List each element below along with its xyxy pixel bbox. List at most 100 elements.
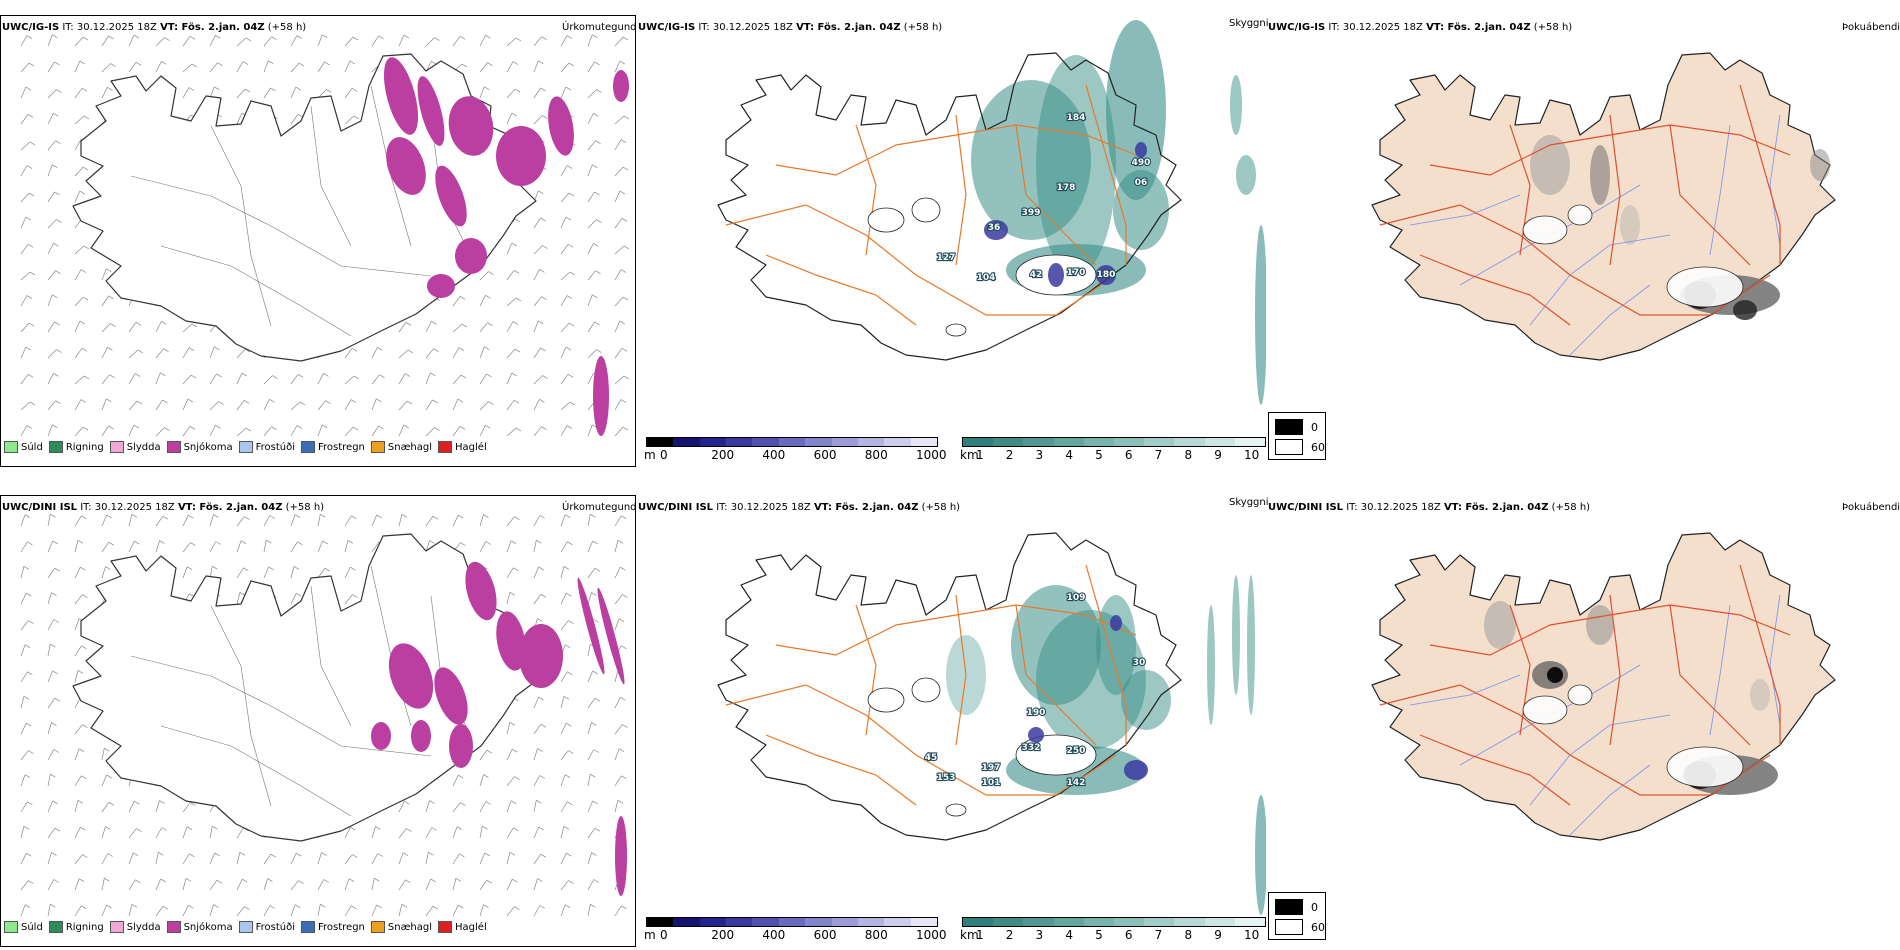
precip-legend: Súld Rigning Slydda Snjókoma Frostúði Frostre… (4, 921, 487, 933)
colorbar-segment (699, 918, 727, 926)
colorbar-segment (778, 438, 806, 446)
legend-swatch (48, 441, 63, 453)
colorbar-frame (962, 437, 1266, 447)
cloud-base-labels: 184 490 06 178 399 36 127 104 42 170 180 (936, 112, 1152, 284)
fog-legend-swatch (1275, 899, 1303, 915)
fog-map (1371, 532, 1836, 841)
low-visibility-areas (971, 20, 1266, 405)
legend-swatch (301, 441, 315, 453)
legend-swatch (438, 441, 453, 453)
fog-legend-label: 0 (1311, 420, 1318, 434)
fog-map (1371, 52, 1836, 361)
fog-panel-row2 (1268, 495, 1900, 945)
valid-time: VT: Fös. 2.jan. 04Z (1426, 22, 1531, 33)
colorbar-tick: 10 (1244, 448, 1260, 462)
road-network (725, 564, 1137, 806)
fog-legend-item: 0 (1275, 899, 1318, 915)
colorbar-tick: 800 (864, 448, 888, 462)
colorbar-segment (1053, 438, 1084, 446)
panel-header: UWC/DINI ISL IT: 30.12.2025 18Z VT: Fös.… (638, 502, 960, 513)
panel-header: UWC/IG-IS IT: 30.12.2025 18Z VT: Fös. 2.… (1268, 22, 1572, 33)
colorbar-segment (726, 918, 753, 926)
fog-legend-swatch (1275, 919, 1303, 935)
cloud-base-labels: 109 30 190 332 197 45 153 101 250 142 (924, 592, 1147, 789)
legend-item: Haglél (438, 441, 487, 453)
legend-swatch (166, 921, 181, 933)
colorbar-segment (1114, 918, 1145, 926)
low-cloud-patches (1028, 615, 1148, 780)
fog-legend: 0 60 (1268, 412, 1326, 460)
cloud-base-value: 490 (1132, 158, 1151, 168)
precip-type-panel-row1 (0, 15, 636, 467)
legend-label: Frostúði (255, 921, 295, 933)
panel-title: Þokuábendi (1842, 502, 1900, 513)
cloud-base-value: 127 (937, 253, 956, 263)
colorbar-tick: 400 (762, 448, 786, 462)
road-network (1379, 84, 1791, 326)
legend-label: Súld (21, 441, 43, 453)
cloud-base-panel-row1: 184 490 06 178 399 36 127 104 42 170 180 (636, 15, 1266, 465)
cloud-base-value: 36 (988, 223, 1001, 233)
precip-type-map (20, 34, 630, 437)
snow-areas (371, 561, 627, 896)
legend-swatch (238, 441, 253, 453)
colorbar-segment (1204, 918, 1235, 926)
legend-item: Frostregn (301, 921, 365, 933)
colorbar-frame (646, 917, 938, 927)
colorbar-tick: 8 (1184, 448, 1193, 462)
legend-item: Rigning (48, 921, 104, 933)
cloud-base-value: 332 (1022, 743, 1041, 753)
colorbar-frame (646, 437, 938, 447)
colorbar-tick: 0 (660, 928, 668, 942)
colorbar-frame (962, 917, 1266, 927)
model-name: UWC/IG-IS (1268, 22, 1326, 33)
colorbar-tick: 200 (711, 928, 735, 942)
valid-time: VT: Fös. 2.jan. 04Z (813, 502, 919, 513)
colorbar-tick: 600 (813, 448, 837, 462)
lead-time: (+58 h) (921, 502, 961, 513)
low-cloud-patches (984, 142, 1147, 287)
legend-label: Slydda (126, 441, 161, 453)
colorbar-segment (1174, 438, 1205, 446)
colorbar-segment (993, 438, 1024, 446)
legend-swatch (109, 921, 124, 933)
colorbar-segment (673, 918, 700, 926)
legend-item: Súld (4, 921, 43, 933)
colorbar-tick: 2 (1005, 448, 1014, 462)
legend-label: Frostregn (318, 921, 365, 933)
cloud-base-value: 42 (1030, 270, 1043, 280)
colorbar-tick: 1000 (916, 448, 947, 462)
init-time: IT: 30.12.2025 18Z (62, 22, 157, 33)
legend-item: Slydda (109, 441, 161, 453)
colorbar-segment (1083, 918, 1114, 926)
panel-header: UWC/IG-IS IT: 30.12.2025 18Z VT: Fös. 2.… (638, 22, 942, 33)
legend-swatch (4, 921, 18, 933)
colorbar-segment (1023, 438, 1054, 446)
fog-legend-item: 60 (1275, 439, 1325, 455)
legend-label: Snjókoma (183, 441, 233, 453)
cloud-base-value: 142 (1067, 778, 1086, 788)
colorbar-segment (673, 438, 700, 446)
road-network (725, 84, 1137, 326)
model-name: UWC/DINI ISL (1268, 502, 1344, 513)
cloud-base-value: 170 (1067, 268, 1086, 278)
colorbar-tick: 400 (762, 928, 786, 942)
cloud-base-value: 109 (1067, 593, 1086, 603)
colorbar-tick: 7 (1154, 448, 1163, 462)
colorbar-segment (1083, 438, 1114, 446)
cloud-base-value: 250 (1067, 746, 1086, 756)
cloud-base-panel-row2: 109 30 190 332 197 45 153 101 250 142 (636, 495, 1266, 945)
legend-swatch (238, 921, 253, 933)
cloud-base-value: 153 (937, 773, 956, 783)
fog-legend-item: 0 (1275, 419, 1318, 435)
panel-title: Skyggni (1229, 18, 1269, 29)
legend-swatch (48, 921, 63, 933)
model-name: UWC/DINI ISL (2, 502, 78, 513)
colorbar-tick: 1 (976, 448, 984, 462)
colorbar-tick: 5 (1095, 448, 1103, 462)
colorbar-segment (963, 918, 994, 926)
colorbar-segment (805, 438, 832, 446)
legend-swatch (109, 441, 124, 453)
legend-item: Frostregn (301, 441, 365, 453)
panel-header: UWC/DINI ISL IT: 30.12.2025 18Z VT: Fös.… (2, 502, 324, 513)
